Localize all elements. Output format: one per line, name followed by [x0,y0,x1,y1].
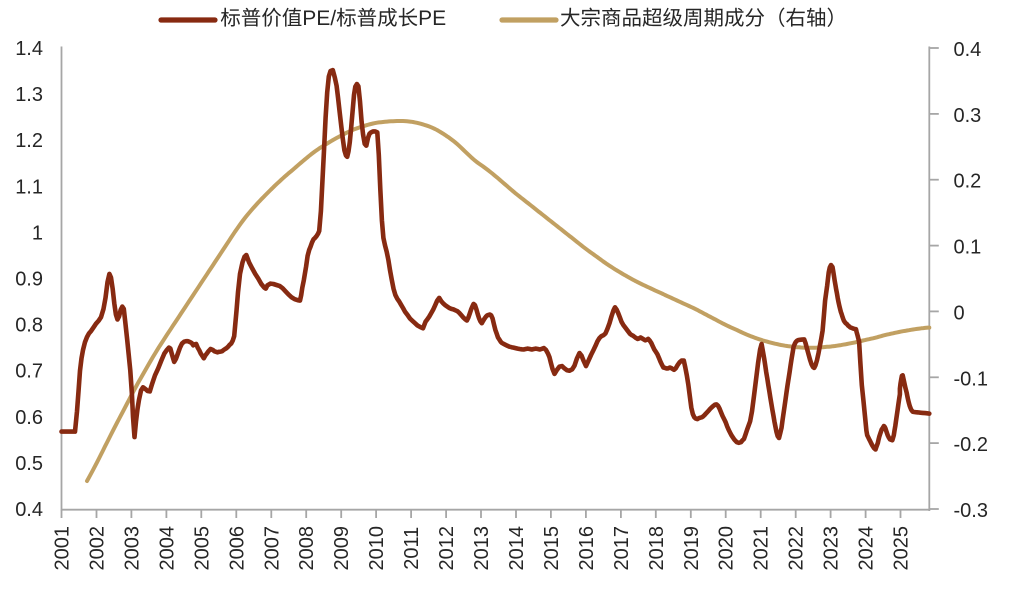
svg-text:2012: 2012 [436,526,458,571]
svg-text:0.5: 0.5 [15,453,43,475]
svg-text:2009: 2009 [331,526,353,571]
svg-text:1: 1 [32,222,43,244]
svg-text:2004: 2004 [156,526,178,571]
svg-text:2003: 2003 [121,526,143,571]
svg-text:2025: 2025 [891,526,913,571]
svg-text:2006: 2006 [226,526,248,571]
svg-text:0.1: 0.1 [954,237,982,259]
svg-text:2018: 2018 [646,526,668,571]
svg-text:0.8: 0.8 [15,315,43,337]
svg-text:2014: 2014 [506,526,528,571]
svg-text:2016: 2016 [576,526,598,571]
svg-text:2021: 2021 [751,526,773,571]
svg-text:0.6: 0.6 [15,407,43,429]
svg-text:0.2: 0.2 [954,171,982,193]
svg-text:0.4: 0.4 [15,499,43,521]
svg-text:-0.1: -0.1 [954,368,988,390]
svg-text:2015: 2015 [541,526,563,571]
svg-text:2017: 2017 [611,526,633,571]
svg-text:1.3: 1.3 [15,84,43,106]
svg-text:2020: 2020 [716,526,738,571]
svg-text:2011: 2011 [401,527,423,570]
svg-text:2008: 2008 [296,526,318,571]
svg-text:-0.2: -0.2 [954,434,988,456]
svg-text:2023: 2023 [821,526,843,571]
svg-text:1.1: 1.1 [15,176,43,198]
svg-text:2007: 2007 [261,526,283,571]
svg-text:2005: 2005 [191,526,213,571]
svg-text:2001: 2001 [52,526,74,571]
svg-text:2013: 2013 [471,526,493,571]
svg-text:1.2: 1.2 [15,130,43,152]
svg-text:2010: 2010 [366,526,388,571]
svg-text:0: 0 [954,302,965,324]
svg-text:2002: 2002 [87,526,109,571]
svg-text:1.4: 1.4 [15,38,43,60]
svg-text:2022: 2022 [786,526,808,571]
svg-text:0.7: 0.7 [15,361,43,383]
svg-text:0.9: 0.9 [15,269,43,291]
svg-text:0.4: 0.4 [954,39,982,61]
svg-text:2019: 2019 [681,526,703,571]
svg-text:-0.3: -0.3 [954,500,988,522]
svg-text:2024: 2024 [856,526,878,571]
svg-text:0.3: 0.3 [954,105,982,127]
